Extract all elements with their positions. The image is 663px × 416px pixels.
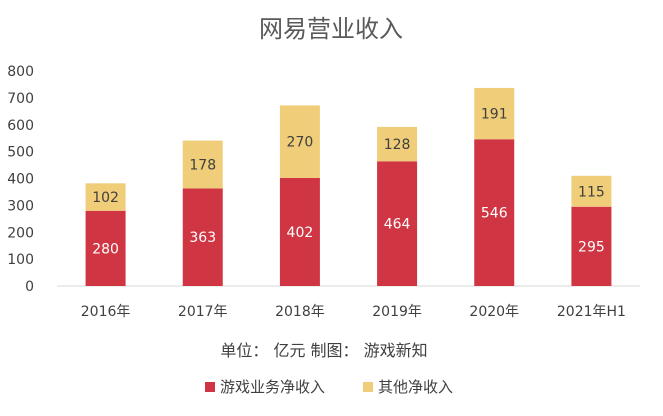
data-label: 191 (481, 107, 508, 123)
bar-game-revenue (571, 206, 612, 286)
data-label: 115 (578, 184, 605, 200)
unit-note: 单位： 亿元 制图： 游戏新知 (220, 341, 427, 360)
x-tick-label: 2018年 (275, 304, 325, 320)
legend-swatch-other (363, 382, 373, 392)
data-label: 102 (92, 190, 119, 206)
bar-other-revenue (474, 87, 515, 140)
legend-swatch-game (205, 382, 215, 392)
data-label: 128 (384, 137, 411, 153)
bar-other-revenue (182, 140, 223, 189)
x-tick-label: 2020年 (469, 304, 519, 320)
y-tick-label: 400 (7, 172, 34, 188)
y-tick-label: 500 (7, 145, 34, 161)
legend-label-other: 其他净收入 (378, 378, 453, 396)
y-tick-label: 300 (7, 198, 34, 214)
chart-title: 网易营业收入 (259, 15, 403, 43)
y-tick-label: 600 (7, 118, 34, 134)
bar-game-revenue (85, 210, 126, 286)
x-tick-label: 2019年 (372, 304, 422, 320)
data-label: 402 (287, 225, 314, 241)
bar-other-revenue (85, 183, 126, 211)
y-tick-label: 700 (7, 91, 34, 107)
x-tick-label: 2016年 (81, 304, 131, 320)
data-label: 280 (92, 241, 119, 257)
bar-other-revenue (279, 105, 320, 178)
data-label: 295 (578, 239, 605, 255)
y-tick-label: 800 (7, 64, 34, 80)
bar-other-revenue (377, 126, 418, 162)
bar-game-revenue (377, 161, 418, 286)
x-tick-label: 2021年H1 (557, 304, 626, 320)
data-label: 270 (287, 135, 314, 151)
y-axis: 0 100 200 300 400 500 600 700 800 (7, 64, 34, 295)
bar-game-revenue (182, 188, 223, 286)
bar-other-revenue (571, 175, 612, 207)
legend: 游戏业务净收入 其他净收入 (205, 378, 453, 396)
x-tick-label: 2017年 (178, 304, 228, 320)
data-label: 546 (481, 206, 508, 222)
x-axis: 2016年 2017年 2018年 2019年 2020年 2021年H1 (81, 304, 626, 320)
data-label: 178 (189, 158, 216, 174)
bars: 280 102 363 178 402 270 464 128 546 191 295 115 (85, 87, 612, 286)
y-tick-label: 100 (7, 252, 34, 268)
data-label: 464 (384, 217, 411, 233)
bar-game-revenue (279, 177, 320, 286)
y-tick-label: 200 (7, 225, 34, 241)
legend-label-game: 游戏业务净收入 (220, 378, 325, 396)
bar-game-revenue (474, 139, 515, 286)
y-tick-label: 0 (25, 279, 34, 295)
data-label: 363 (189, 230, 216, 246)
